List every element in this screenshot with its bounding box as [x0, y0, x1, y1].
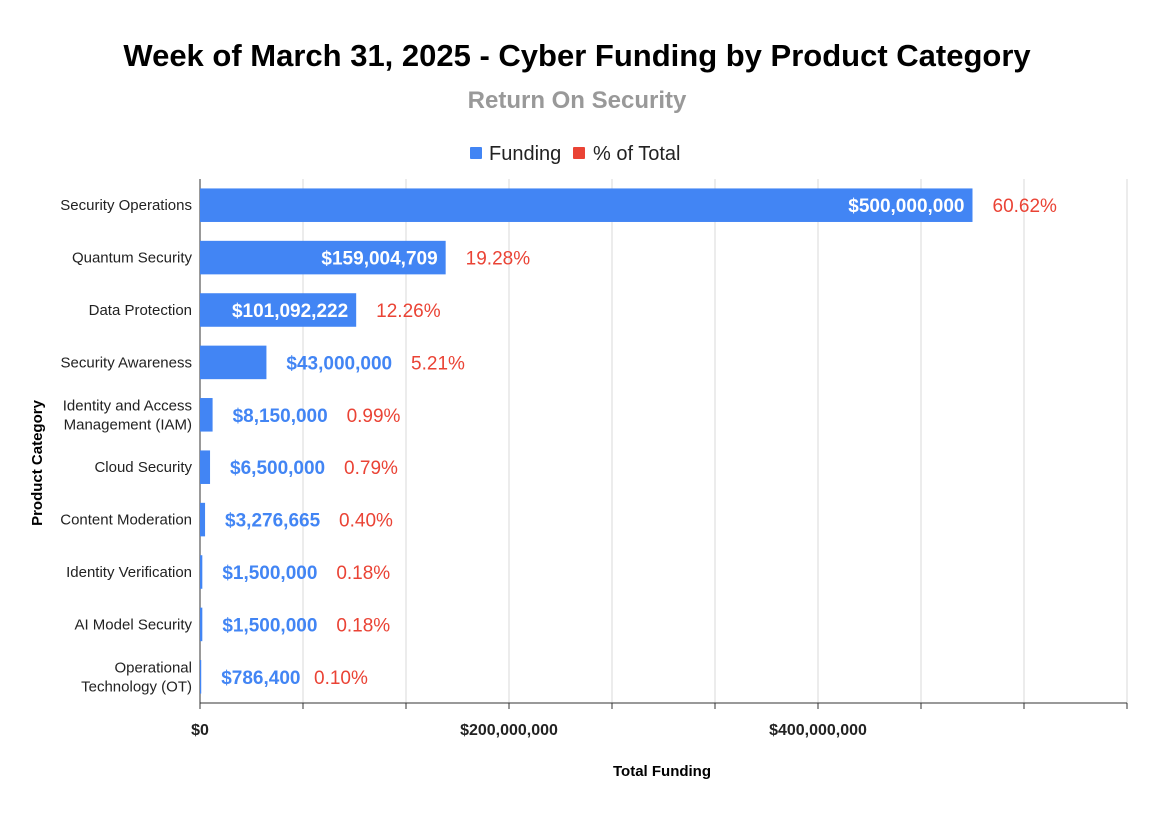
- category-label: Identity Verification: [66, 564, 192, 581]
- category-label: Content Moderation: [60, 512, 192, 529]
- bar-funding: [200, 398, 213, 432]
- bar-funding: [200, 293, 357, 327]
- bar-funding: [200, 502, 206, 537]
- bar-value-label: $1,500,000: [222, 563, 317, 584]
- legend-swatch-percent: [573, 147, 585, 159]
- category-label: Quantum Security: [72, 250, 193, 267]
- bar-value-label: $6,500,000: [230, 458, 325, 479]
- bar-value-label: $1,500,000: [222, 615, 317, 636]
- bar-percent-label: 12.26%: [376, 301, 441, 322]
- bar-percent-label: 5.21%: [411, 353, 465, 374]
- chart-title: Week of March 31, 2025 - Cyber Funding b…: [123, 38, 1031, 73]
- x-tick-label: $0: [191, 722, 209, 739]
- bar-funding: [200, 555, 203, 589]
- bar-funding: [200, 607, 203, 642]
- bar-value-label: $500,000,000: [848, 196, 964, 217]
- bar-funding: [200, 240, 446, 275]
- bar-percent-label: 0.79%: [344, 458, 398, 479]
- bar-percent-label: 0.18%: [336, 615, 390, 636]
- category-label: Cloud Security: [94, 459, 192, 476]
- bar-percent-label: 0.40%: [339, 511, 393, 532]
- bar-funding: [200, 345, 267, 380]
- x-axis-title: Total Funding: [613, 763, 711, 780]
- bar-funding: [200, 450, 211, 484]
- x-tick-label: $200,000,000: [460, 722, 558, 739]
- legend-label-percent: % of Total: [593, 143, 680, 165]
- bar-percent-label: 19.28%: [466, 249, 531, 270]
- category-label: Security Operations: [60, 197, 192, 214]
- category-label: Security Awareness: [61, 354, 192, 371]
- bar-funding: [200, 188, 973, 222]
- x-tick-labels: $0 $200,000,000 $400,000,000: [191, 722, 867, 739]
- bar-percent-label: 60.62%: [993, 196, 1058, 217]
- category-label: Identity and Access: [63, 397, 192, 414]
- bars: [200, 188, 973, 694]
- category-label: Management (IAM): [64, 416, 192, 433]
- category-label: Operational: [114, 659, 192, 676]
- legend-swatch-funding: [470, 147, 482, 159]
- bar-funding: [200, 660, 202, 694]
- bar-percent-label: 0.99%: [347, 406, 401, 427]
- bar-value-label: $8,150,000: [233, 406, 328, 427]
- chart-subtitle: Return On Security: [468, 87, 687, 114]
- category-label: Data Protection: [89, 302, 192, 319]
- bar-percent-label: 0.10%: [314, 668, 368, 689]
- bar-value-label: $3,276,665: [225, 511, 321, 532]
- x-tick-label: $400,000,000: [769, 722, 867, 739]
- bar-percent-label: 0.18%: [336, 563, 390, 584]
- legend: Funding % of Total: [470, 143, 680, 165]
- bar-value-label: $43,000,000: [286, 353, 392, 374]
- bar-value-label: $786,400: [221, 668, 300, 689]
- bar-value-label: $159,004,709: [321, 249, 437, 270]
- category-label: AI Model Security: [74, 616, 192, 633]
- category-labels: Security Operations Quantum Security Data …: [60, 197, 192, 695]
- category-label: Technology (OT): [81, 678, 192, 695]
- data-labels: $500,000,000 60.62% $159,004,709 19.28% $101…: [221, 196, 1057, 689]
- bar-value-label: $101,092,222: [232, 301, 348, 322]
- y-axis-title: Product Category: [29, 399, 46, 526]
- legend-label-funding: Funding: [489, 143, 561, 165]
